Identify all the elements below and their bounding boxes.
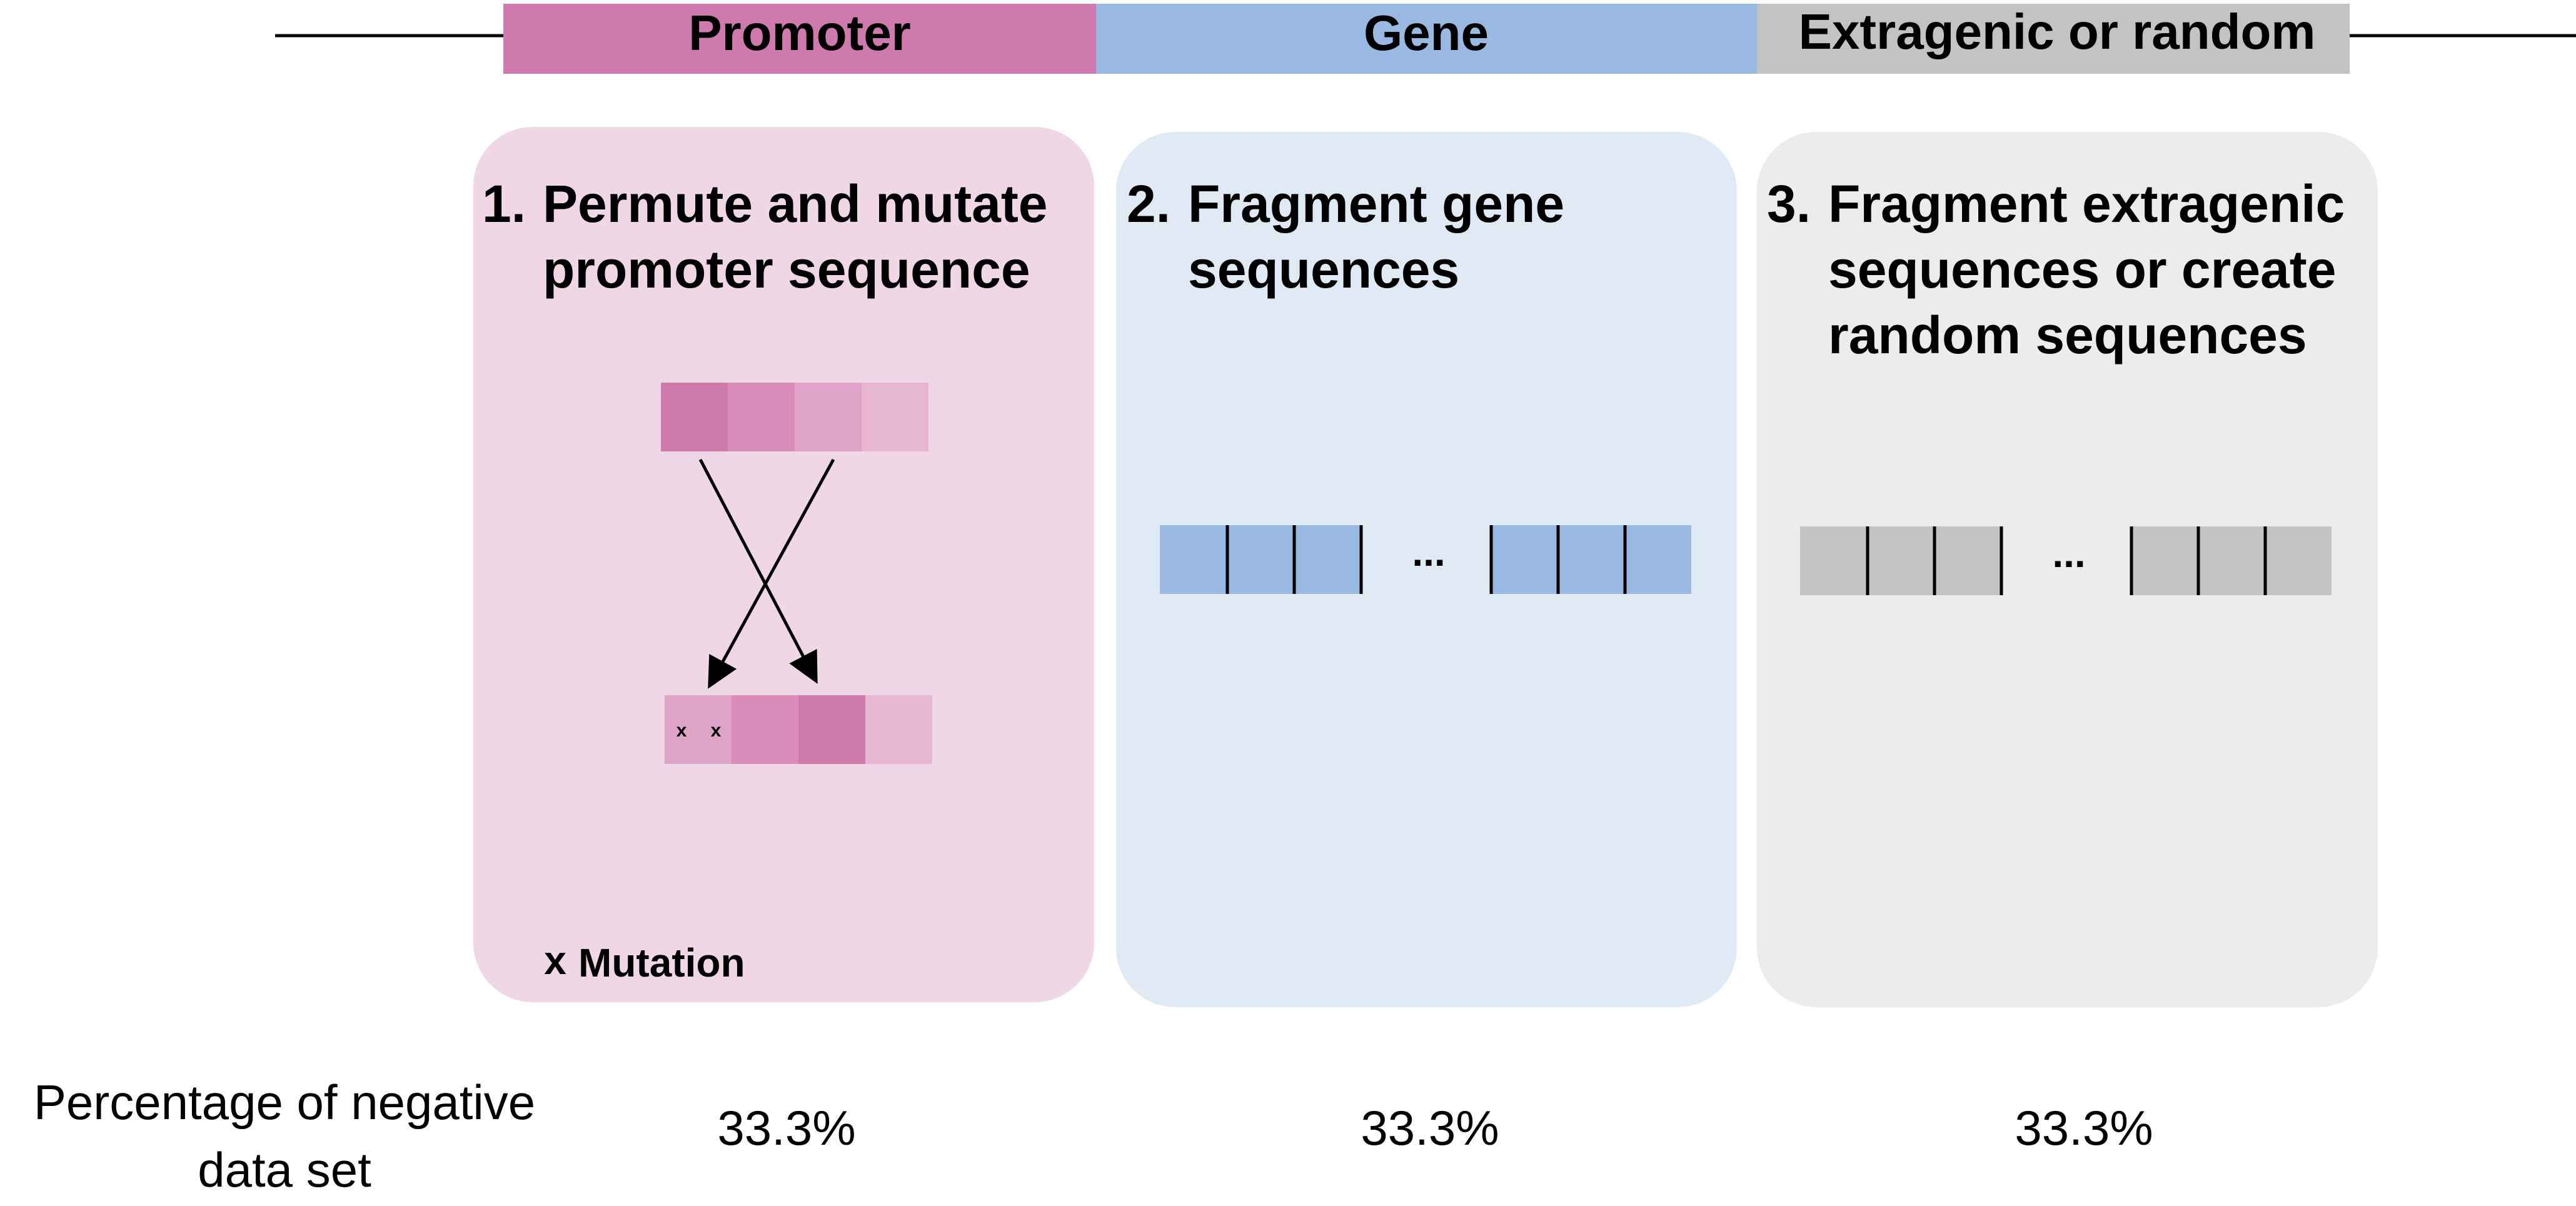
gene-fragment-right bbox=[1489, 525, 1691, 594]
panel-promoter-number: 1. bbox=[482, 174, 526, 233]
gene-ellipsis: ... bbox=[1412, 530, 1445, 575]
panel-promoter-title-line-2: promoter sequence bbox=[543, 240, 1030, 299]
mutation-mark: x bbox=[711, 720, 722, 741]
extragenic-fragment-left bbox=[1800, 526, 2003, 595]
permutation-arrow bbox=[708, 458, 835, 689]
percentage-row-label-line-1: Percentage of negative bbox=[34, 1075, 535, 1130]
panel-gene: 2. Fragment gene sequences ... bbox=[1116, 132, 1737, 1007]
header-bar: Promoter Gene Extragenic or random bbox=[275, 4, 2576, 74]
promoter-block bbox=[798, 695, 865, 764]
promoter-sequence-original bbox=[661, 383, 928, 451]
panel-extragenic-background bbox=[1757, 132, 2378, 1007]
header-label-extragenic: Extragenic or random bbox=[1799, 4, 2316, 59]
gene-fragment-bar bbox=[1490, 525, 1691, 594]
panel-extragenic-title-line-3: random sequences bbox=[1828, 306, 2307, 364]
promoter-block bbox=[732, 695, 798, 764]
promoter-block bbox=[865, 695, 932, 764]
mutation-legend: x Mutation bbox=[544, 938, 745, 985]
permutation-arrow bbox=[698, 458, 818, 684]
promoter-block bbox=[795, 383, 862, 451]
gene-fragment-bar bbox=[1160, 525, 1361, 594]
gene-fragment-left bbox=[1160, 525, 1363, 594]
panel-extragenic-title-line-1: Fragment extragenic bbox=[1828, 174, 2345, 233]
panel-gene-title-line-2: sequences bbox=[1188, 240, 1459, 299]
panel-extragenic-number: 3. bbox=[1767, 174, 1811, 233]
header-segment-gene bbox=[1096, 4, 1757, 74]
header-label-gene: Gene bbox=[1364, 5, 1489, 61]
extragenic-fragment-bar bbox=[2130, 526, 2332, 595]
percentage-value-gene: 33.3% bbox=[1361, 1100, 1499, 1155]
panel-gene-number: 2. bbox=[1127, 174, 1170, 233]
mutation-mark: x bbox=[677, 720, 687, 741]
panel-promoter-title-line-1: Permute and mutate bbox=[543, 174, 1048, 233]
promoter-sequence-permuted: x x bbox=[665, 695, 932, 764]
percentage-row: Percentage of negative data set 33.3% 33… bbox=[34, 1075, 2153, 1197]
mutation-legend-symbol: x bbox=[544, 938, 566, 983]
percentage-value-promoter: 33.3% bbox=[717, 1100, 855, 1155]
panel-gene-title-line-1: Fragment gene bbox=[1188, 174, 1564, 233]
promoter-block bbox=[665, 695, 732, 764]
panel-promoter-background bbox=[473, 127, 1094, 1002]
extragenic-ellipsis: ... bbox=[2052, 531, 2085, 576]
mutation-legend-label: Mutation bbox=[578, 940, 745, 985]
percentage-row-label-line-2: data set bbox=[198, 1142, 371, 1197]
extragenic-fragment-right bbox=[2130, 526, 2332, 595]
promoter-block bbox=[862, 383, 928, 451]
header-segment-extragenic bbox=[1757, 4, 2350, 74]
panel-promoter: 1. Permute and mutate promoter sequence … bbox=[473, 127, 1094, 1002]
promoter-block bbox=[728, 383, 795, 451]
panel-extragenic-title-line-2: sequences or create bbox=[1828, 240, 2336, 299]
panel-extragenic: 3. Fragment extragenic sequences or crea… bbox=[1757, 132, 2378, 1007]
panel-gene-background bbox=[1116, 132, 1737, 1007]
header-label-promoter: Promoter bbox=[688, 5, 911, 61]
promoter-block bbox=[661, 383, 728, 451]
extragenic-fragment-bar bbox=[1800, 526, 2001, 595]
percentage-value-extragenic: 33.3% bbox=[2015, 1100, 2153, 1155]
header-segment-promoter bbox=[503, 4, 1096, 74]
